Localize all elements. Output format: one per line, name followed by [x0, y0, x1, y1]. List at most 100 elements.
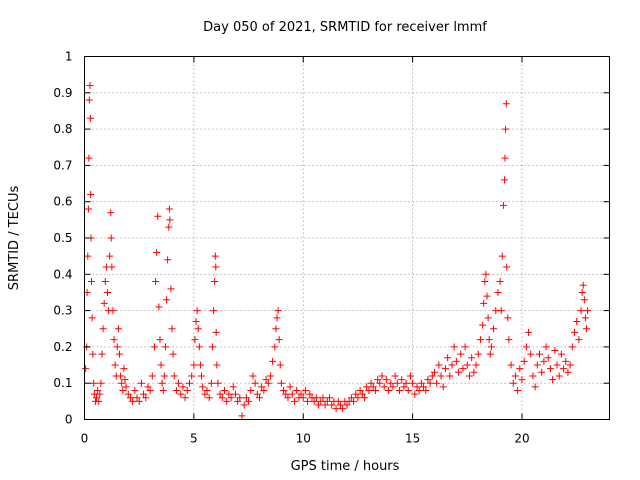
data-point: [378, 372, 386, 380]
data-point: [122, 383, 130, 391]
data-point: [499, 201, 507, 209]
data-point: [196, 361, 204, 369]
data-point: [365, 386, 373, 394]
data-point: [584, 307, 592, 315]
data-point: [208, 343, 216, 351]
data-point: [172, 386, 180, 394]
data-point: [538, 368, 546, 376]
data-point: [157, 361, 165, 369]
data-point: [424, 376, 432, 384]
data-point: [175, 379, 183, 387]
x-tick-label: 20: [514, 432, 529, 446]
data-point: [227, 394, 235, 402]
data-point: [213, 361, 221, 369]
data-point: [229, 383, 237, 391]
data-point: [210, 307, 218, 315]
data-point: [391, 372, 399, 380]
data-point: [214, 379, 222, 387]
data-point: [205, 394, 213, 402]
data-point: [93, 394, 101, 402]
x-tick-label: 0: [81, 432, 89, 446]
data-point: [117, 372, 125, 380]
data-point: [186, 379, 193, 387]
data-point: [291, 397, 298, 405]
data-point: [163, 296, 171, 304]
data-point: [245, 397, 253, 405]
data-point: [94, 386, 102, 394]
x-tick-label: 15: [405, 432, 420, 446]
data-point: [511, 372, 519, 380]
data-point: [514, 386, 522, 394]
data-point: [154, 212, 162, 220]
data-point: [452, 357, 460, 365]
data-point: [190, 361, 198, 369]
data-point: [334, 397, 342, 405]
y-tick-label: 0.5: [53, 231, 72, 245]
data-point: [144, 383, 152, 391]
data-point: [114, 325, 122, 333]
y-axis-label: SRMTID / TECUs: [7, 186, 22, 291]
data-point: [317, 397, 325, 405]
data-point: [251, 379, 259, 387]
data-point: [280, 386, 288, 394]
data-point: [249, 372, 257, 380]
data-point: [470, 368, 478, 376]
data-point: [109, 307, 117, 315]
data-point: [544, 354, 552, 362]
data-point: [168, 325, 176, 333]
data-point: [218, 394, 226, 402]
data-point: [557, 350, 565, 358]
data-point: [274, 307, 282, 315]
data-point: [164, 256, 172, 264]
data-point: [191, 336, 199, 344]
data-point: [133, 394, 141, 402]
data-point: [431, 368, 438, 376]
data-point: [306, 390, 314, 398]
y-tick-label: 0.4: [53, 267, 72, 281]
data-point: [439, 383, 447, 391]
data-point: [269, 357, 277, 365]
data-point: [361, 394, 368, 402]
data-point: [413, 383, 421, 391]
data-point: [428, 372, 436, 380]
data-point: [198, 372, 206, 380]
data-point: [211, 278, 219, 286]
y-tick-label: 0.8: [53, 122, 72, 136]
data-point: [277, 379, 285, 387]
data-point: [393, 379, 401, 387]
data-point: [272, 325, 280, 333]
x-tick-label: 5: [190, 432, 198, 446]
data-point: [509, 379, 517, 387]
data-point: [166, 216, 174, 224]
data-point: [301, 386, 309, 394]
data-point: [518, 376, 526, 384]
data-point: [542, 343, 550, 351]
data-point: [527, 350, 535, 358]
data-point: [441, 365, 449, 373]
data-point: [140, 390, 148, 398]
data-point: [212, 263, 220, 271]
x-axis-label: GPS time / hours: [291, 459, 400, 474]
data-point: [282, 390, 290, 398]
data-point: [507, 361, 515, 369]
data-point: [124, 390, 132, 398]
data-point: [332, 405, 340, 413]
data-point: [211, 252, 219, 260]
data-point: [84, 205, 92, 213]
data-point: [529, 372, 537, 380]
grid: [84, 56, 610, 420]
data-point: [262, 376, 270, 384]
data-point: [195, 343, 203, 351]
data-point: [96, 390, 104, 398]
data-point: [398, 376, 406, 384]
data-point: [118, 379, 126, 387]
data-point: [111, 361, 119, 369]
data-point: [562, 357, 570, 365]
data-point: [199, 383, 207, 391]
data-point: [155, 303, 163, 311]
data-point: [234, 397, 242, 405]
data-point: [310, 397, 318, 405]
data-point: [481, 278, 489, 286]
data-point: [304, 397, 312, 405]
data-point: [444, 354, 452, 362]
